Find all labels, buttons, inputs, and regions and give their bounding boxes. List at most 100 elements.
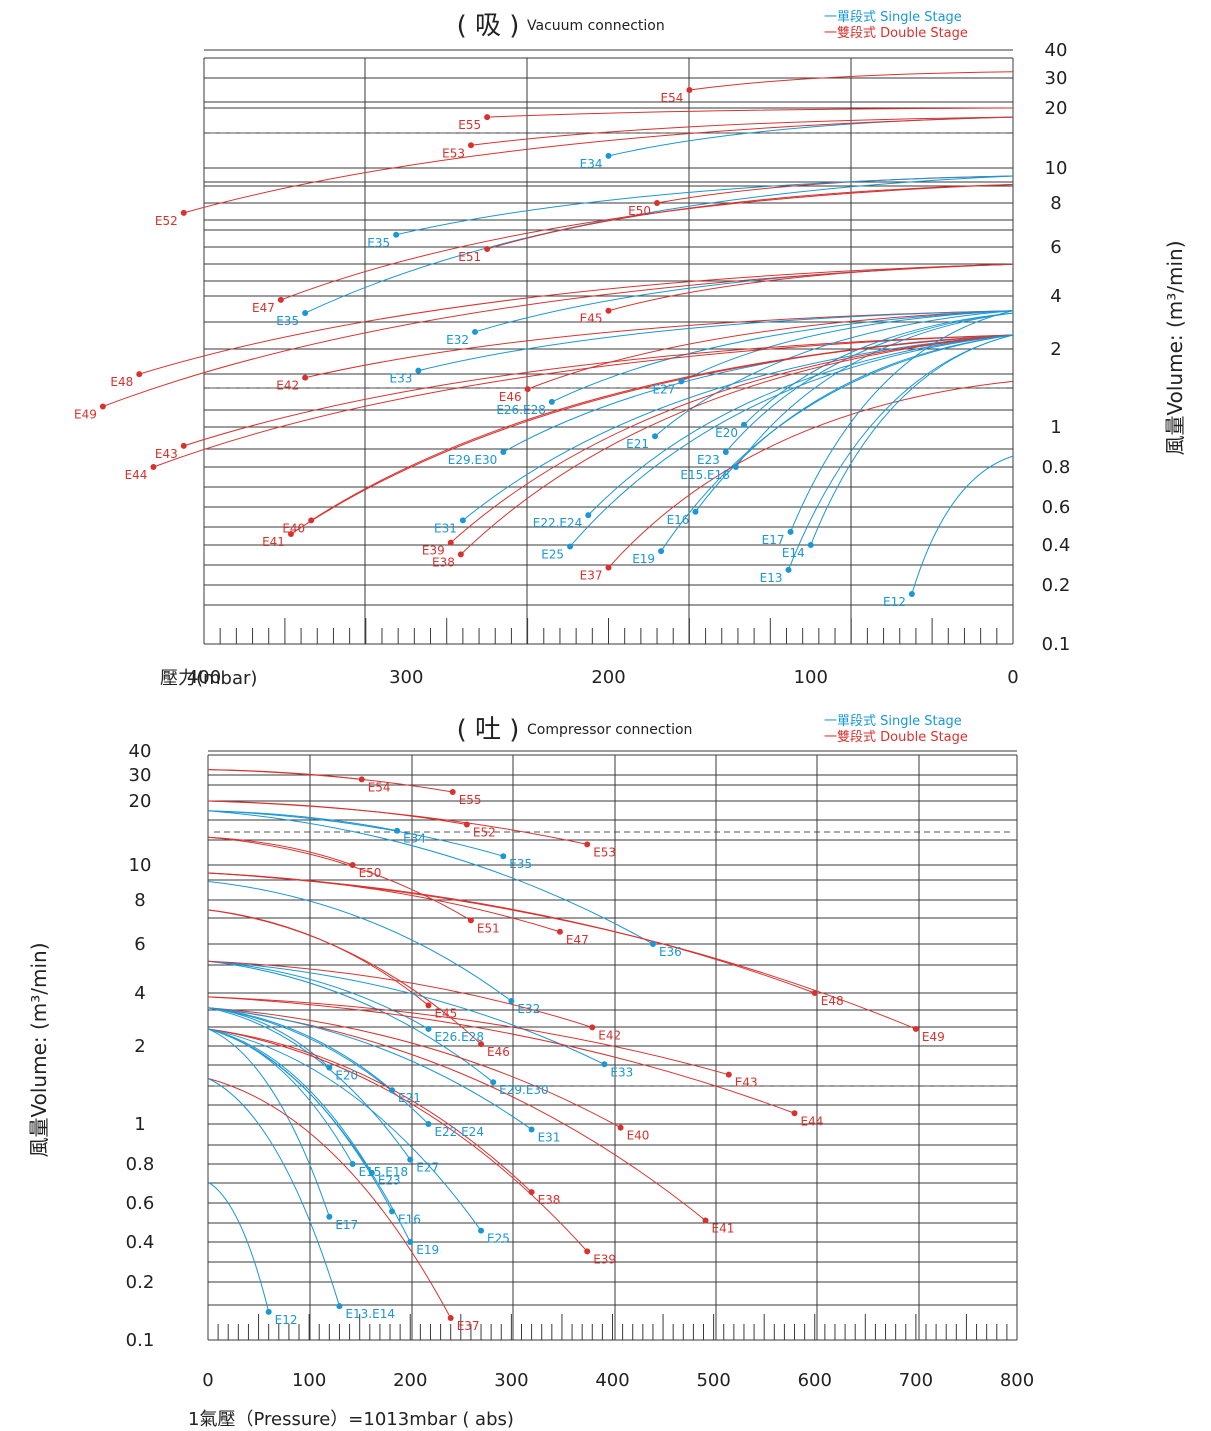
- series-line-e23: [725, 312, 1014, 453]
- point-label: E33: [610, 1065, 633, 1079]
- point-e16: [692, 508, 699, 515]
- y-tick-label: 2: [134, 1036, 145, 1057]
- series-line-e43: [207, 996, 729, 1076]
- point-e26.e28: [425, 1025, 432, 1032]
- series-line-e55: [207, 769, 453, 793]
- point-e46: [524, 386, 531, 393]
- point-label: E13.E14: [345, 1307, 395, 1321]
- y-tick-label: 6: [134, 934, 145, 955]
- point-e38: [528, 1189, 535, 1196]
- point-label: E50: [359, 866, 382, 880]
- series-line-e33: [418, 310, 1014, 372]
- point-e52: [463, 821, 470, 828]
- y-tick-label: 20: [1045, 98, 1068, 119]
- point-e29.e30: [490, 1079, 497, 1086]
- point-label: E44: [801, 1114, 824, 1128]
- point-e44: [791, 1110, 798, 1117]
- series-line-e46: [207, 909, 482, 1045]
- series-line-e31: [462, 334, 1014, 521]
- point-e13: [785, 566, 792, 573]
- y-tick-label: 8: [1050, 193, 1061, 214]
- series-line-e40: [207, 1007, 621, 1129]
- point-label: E25: [541, 547, 564, 561]
- series-line-e20: [743, 312, 1014, 426]
- point-label: E40: [282, 521, 305, 535]
- x-axis-label: 壓力(mbar): [160, 668, 257, 689]
- point-label: E12: [883, 595, 906, 609]
- point-e31: [459, 517, 466, 524]
- y-tick-label: 10: [129, 855, 152, 876]
- point-label: E26.E28: [496, 403, 546, 417]
- y-tick-label: 0.4: [126, 1232, 155, 1253]
- series-line-e39: [207, 1028, 588, 1252]
- point-e50: [654, 200, 661, 206]
- point-label: E20: [715, 426, 738, 440]
- x-tick-labels: 400 300 200 100 0: [187, 667, 1019, 688]
- series-line-e12: [207, 1181, 270, 1312]
- x-tick-labels: 0 100 200 300 400 500 600 700 800: [202, 1370, 1034, 1391]
- point-label: E51: [477, 921, 500, 935]
- series-line-e51: [487, 184, 1014, 250]
- point-label: E25: [487, 1232, 510, 1246]
- point-e51: [467, 917, 474, 924]
- point-label: E45: [434, 1006, 457, 1020]
- grid-vertical: [207, 755, 1018, 1340]
- y-tick-label: 20: [129, 791, 152, 812]
- series-line-e29.e30: [503, 334, 1014, 453]
- series-line-e41: [290, 334, 1014, 535]
- point-e43: [180, 442, 187, 449]
- point-e12: [908, 590, 915, 597]
- series-line-e53: [207, 800, 588, 845]
- point-label: E19: [416, 1243, 439, 1257]
- point-e40: [308, 517, 315, 524]
- y-tick-label: 0.2: [1042, 575, 1071, 596]
- point-label: E26.E28: [434, 1030, 484, 1044]
- point-label: E35: [367, 236, 390, 250]
- point-label: E54: [661, 91, 684, 105]
- point-label: E52: [473, 826, 496, 840]
- point-label: E47: [566, 933, 589, 947]
- series-line-e21: [207, 1007, 393, 1091]
- series-line-e43: [183, 334, 1014, 447]
- series-line-e47: [207, 872, 561, 933]
- point-label: E44: [125, 468, 148, 482]
- point-e27: [678, 378, 685, 385]
- x-tick-label: 300: [494, 1370, 528, 1391]
- point-e25: [478, 1227, 485, 1234]
- point-e37: [447, 1315, 454, 1322]
- y-axis-label: 風量Volume: (m³/min): [27, 942, 51, 1157]
- y-tick-label: 0.1: [1042, 634, 1071, 655]
- series-line-e49: [207, 872, 917, 1030]
- point-e32: [472, 328, 479, 335]
- point-e47: [277, 296, 284, 303]
- point-e19: [658, 548, 665, 555]
- point-e53: [467, 142, 474, 149]
- point-label: E39: [593, 1252, 616, 1266]
- point-label: E53: [442, 146, 465, 160]
- point-e32: [508, 998, 515, 1005]
- point-e16: [389, 1208, 396, 1215]
- series-line-e53: [470, 116, 1014, 146]
- x-tick-label: 100: [794, 667, 828, 688]
- point-e41: [287, 530, 294, 537]
- point-label: E55: [459, 793, 482, 807]
- series-line-e49: [102, 263, 1014, 407]
- series-line-e45: [207, 909, 429, 1006]
- point-label: E17: [335, 1218, 358, 1232]
- point-e36: [649, 941, 656, 947]
- x-tick-label: 200: [393, 1370, 427, 1391]
- point-e17: [326, 1213, 333, 1220]
- series-line-e54: [689, 71, 1014, 91]
- point-label: E51: [458, 250, 481, 264]
- point-e45: [425, 1002, 432, 1009]
- series-line-e16: [695, 334, 1014, 513]
- point-label: E35: [276, 314, 299, 328]
- point-e48: [811, 990, 818, 996]
- point-e33: [601, 1061, 608, 1068]
- point-e35: [302, 310, 309, 317]
- point-label: E17: [762, 533, 785, 547]
- point-e54: [686, 87, 693, 94]
